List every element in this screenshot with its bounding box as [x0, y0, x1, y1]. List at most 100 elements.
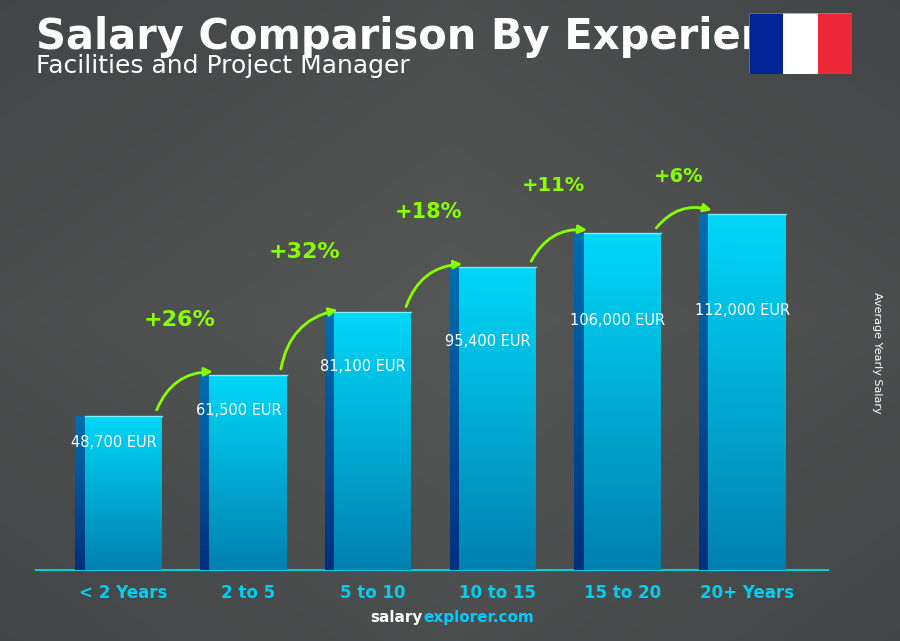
Polygon shape: [449, 563, 459, 570]
Bar: [85, 447, 162, 449]
Bar: [210, 391, 287, 394]
Bar: [85, 532, 162, 535]
Polygon shape: [325, 370, 334, 377]
Polygon shape: [325, 493, 334, 499]
Polygon shape: [325, 512, 334, 519]
Bar: [708, 410, 786, 416]
Bar: [583, 295, 661, 301]
Polygon shape: [76, 474, 85, 478]
Polygon shape: [200, 419, 210, 424]
Polygon shape: [449, 373, 459, 381]
Polygon shape: [699, 339, 708, 348]
Polygon shape: [325, 558, 334, 564]
Bar: [708, 535, 786, 541]
Bar: [459, 495, 536, 500]
Bar: [85, 547, 162, 550]
Bar: [85, 472, 162, 475]
Bar: [210, 440, 287, 444]
Bar: [85, 521, 162, 524]
Polygon shape: [76, 516, 85, 520]
Polygon shape: [76, 478, 85, 481]
Bar: [85, 475, 162, 478]
Bar: [210, 385, 287, 388]
Polygon shape: [200, 424, 210, 429]
Bar: [334, 329, 411, 334]
Polygon shape: [325, 506, 334, 512]
Polygon shape: [200, 390, 210, 394]
Polygon shape: [76, 540, 85, 544]
Bar: [583, 368, 661, 374]
Bar: [210, 564, 287, 567]
Polygon shape: [699, 294, 708, 303]
Bar: [459, 353, 536, 358]
Polygon shape: [574, 267, 583, 276]
Bar: [708, 214, 786, 220]
Bar: [459, 459, 536, 464]
Polygon shape: [200, 565, 210, 570]
Bar: [210, 476, 287, 479]
Bar: [583, 390, 661, 396]
Polygon shape: [325, 396, 334, 403]
Bar: [85, 506, 162, 508]
Bar: [334, 523, 411, 528]
Bar: [210, 388, 287, 391]
Polygon shape: [574, 537, 583, 545]
Bar: [85, 498, 162, 501]
Polygon shape: [699, 321, 708, 330]
Bar: [708, 250, 786, 256]
Bar: [583, 312, 661, 317]
Bar: [210, 567, 287, 570]
Polygon shape: [449, 426, 459, 434]
Polygon shape: [76, 466, 85, 470]
Bar: [85, 415, 162, 418]
Polygon shape: [200, 429, 210, 433]
Polygon shape: [76, 501, 85, 504]
Bar: [708, 381, 786, 387]
Polygon shape: [200, 492, 210, 497]
Polygon shape: [449, 456, 459, 464]
Polygon shape: [76, 447, 85, 451]
Bar: [459, 343, 536, 348]
Bar: [85, 442, 162, 444]
Polygon shape: [699, 472, 708, 481]
Bar: [334, 399, 411, 403]
Polygon shape: [699, 517, 708, 526]
Bar: [459, 444, 536, 449]
Polygon shape: [76, 532, 85, 536]
Polygon shape: [574, 562, 583, 570]
Polygon shape: [76, 563, 85, 567]
Bar: [334, 515, 411, 519]
Polygon shape: [200, 414, 210, 419]
Bar: [334, 445, 411, 450]
Bar: [210, 547, 287, 551]
Polygon shape: [200, 448, 210, 453]
Text: +11%: +11%: [522, 176, 585, 195]
Polygon shape: [200, 522, 210, 526]
Bar: [583, 345, 661, 351]
Polygon shape: [200, 526, 210, 531]
Bar: [708, 297, 786, 303]
Bar: [334, 372, 411, 377]
Polygon shape: [76, 520, 85, 524]
Bar: [210, 450, 287, 453]
Polygon shape: [325, 403, 334, 409]
Bar: [708, 470, 786, 476]
Bar: [459, 363, 536, 368]
Bar: [210, 535, 287, 538]
Polygon shape: [699, 214, 708, 223]
Polygon shape: [449, 282, 459, 290]
Bar: [459, 504, 536, 510]
Polygon shape: [449, 495, 459, 502]
Bar: [459, 394, 536, 399]
Bar: [459, 303, 536, 308]
Polygon shape: [574, 478, 583, 486]
Text: Salary Comparison By Experience: Salary Comparison By Experience: [36, 16, 824, 58]
Bar: [85, 462, 162, 465]
Bar: [85, 540, 162, 542]
Bar: [583, 458, 661, 463]
Polygon shape: [449, 267, 459, 274]
Bar: [459, 383, 536, 388]
Bar: [708, 374, 786, 381]
Bar: [459, 328, 536, 333]
Polygon shape: [200, 478, 210, 483]
